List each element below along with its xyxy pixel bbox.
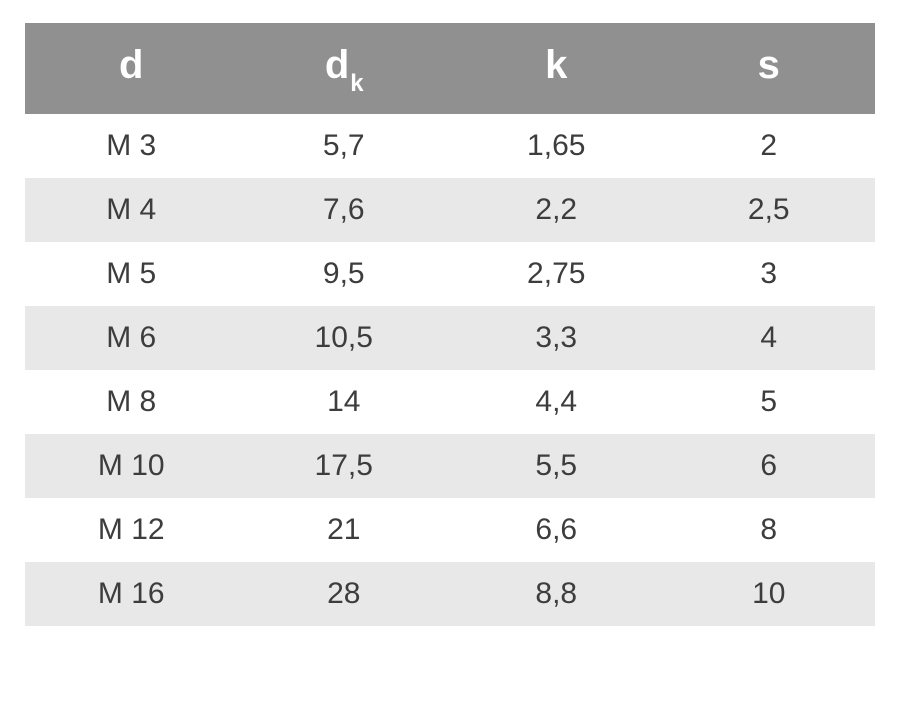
- table-cell: 28: [327, 577, 361, 610]
- table-cell: 8: [760, 513, 778, 546]
- table-header: d dk k s: [25, 23, 875, 114]
- table-cell: 4,4: [535, 385, 578, 418]
- table-cell: 4: [760, 321, 778, 354]
- table-cell: 10: [752, 577, 786, 610]
- header-row: d dk k s: [25, 23, 875, 114]
- table-row: M 8 14 4,4 5: [25, 370, 875, 434]
- table-cell: 3,3: [535, 321, 578, 354]
- table-cell: M 6: [106, 321, 157, 354]
- column-header-k: k: [450, 23, 663, 114]
- table-cell: M 16: [97, 577, 165, 610]
- table-row: M 16 28 8,8 10: [25, 562, 875, 626]
- table-cell: M 8: [106, 385, 157, 418]
- table-cell: 6,6: [535, 513, 578, 546]
- table-cell: 14: [327, 385, 361, 418]
- table-cell: 5: [760, 385, 778, 418]
- table-cell: 21: [327, 513, 361, 546]
- column-header-d: d: [25, 23, 238, 114]
- column-header-subscript: k: [350, 70, 364, 97]
- dimensions-table: d dk k s M 3 5,7 1,65 2 M 4 7,6 2,2 2,5 …: [25, 23, 875, 626]
- table-cell: 2,75: [527, 257, 586, 290]
- table-cell: M 10: [97, 449, 165, 482]
- table-row: M 5 9,5 2,75 3: [25, 242, 875, 306]
- table-row: M 10 17,5 5,5 6: [25, 434, 875, 498]
- column-header-dk: dk: [237, 23, 450, 114]
- table-cell: 9,5: [322, 257, 365, 290]
- table-cell: 1,65: [527, 129, 586, 162]
- table-cell: 17,5: [314, 449, 373, 482]
- table-row: M 6 10,5 3,3 4: [25, 306, 875, 370]
- table-cell: 6: [760, 449, 778, 482]
- column-header-label: d: [324, 43, 350, 87]
- table-cell: 2: [760, 129, 778, 162]
- table-cell: M 3: [106, 129, 157, 162]
- table-body: M 3 5,7 1,65 2 M 4 7,6 2,2 2,5 M 5 9,5 2…: [25, 114, 875, 626]
- column-header-label: k: [545, 43, 568, 87]
- table-row: M 4 7,6 2,2 2,5: [25, 178, 875, 242]
- column-header-label: s: [757, 43, 780, 87]
- table-cell: 10,5: [314, 321, 373, 354]
- table-cell: 2,5: [747, 193, 790, 226]
- table-cell: M 4: [106, 193, 157, 226]
- table-cell: M 5: [106, 257, 157, 290]
- table-cell: 8,8: [535, 577, 578, 610]
- table-cell: 5,5: [535, 449, 578, 482]
- table-cell: 3: [760, 257, 778, 290]
- table-cell: 5,7: [322, 129, 365, 162]
- table-cell: 7,6: [322, 193, 365, 226]
- column-header-s: s: [662, 23, 875, 114]
- table-row: M 12 21 6,6 8: [25, 498, 875, 562]
- table-cell: 2,2: [535, 193, 578, 226]
- column-header-label: d: [119, 43, 144, 87]
- table-cell: M 12: [97, 513, 165, 546]
- table-row: M 3 5,7 1,65 2: [25, 114, 875, 178]
